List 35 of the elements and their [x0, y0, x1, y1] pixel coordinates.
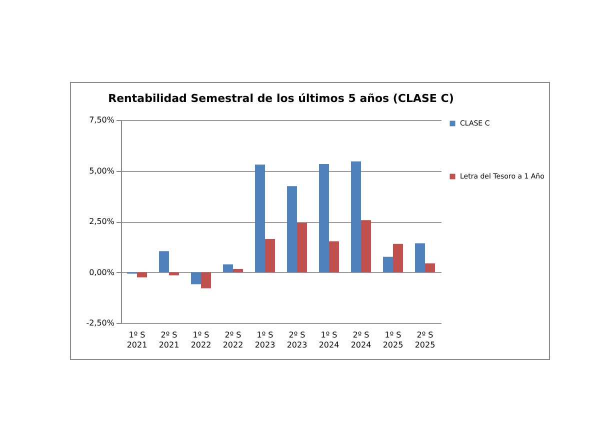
y-tick-label: 7,50% [89, 116, 115, 124]
bar [255, 164, 265, 272]
x-tick-label: 2º S 2022 [222, 330, 244, 350]
bar [159, 251, 169, 272]
x-tick-label: 1º S 2023 [254, 330, 276, 350]
bar [329, 241, 339, 272]
chart-title: Rentabilidad Semestral de los últimos 5 años (CLASE C) [108, 92, 454, 105]
bar [233, 269, 243, 272]
bar [351, 161, 361, 272]
x-tick-label: 1º S 2021 [126, 330, 148, 350]
x-tick-label: 1º S 2022 [190, 330, 212, 350]
x-tick-label: 2º S 2025 [414, 330, 436, 350]
y-tick-label: 0,00% [89, 268, 115, 277]
y-tick-label: -2,50% [86, 318, 115, 328]
x-tick-label: 2º S 2024 [350, 330, 372, 350]
x-tick-label: 1º S 2025 [382, 330, 404, 350]
y-tick-label: 5,00% [89, 166, 115, 176]
x-tick-label: 2º S 2021 [158, 330, 180, 350]
y-tick-label: 2,50% [89, 217, 115, 226]
bar [223, 264, 233, 272]
bar [287, 186, 297, 272]
bar [383, 256, 393, 272]
x-tick-label: 1º S 2024 [318, 330, 340, 350]
bar [191, 272, 201, 284]
bar [393, 244, 403, 272]
bar [169, 272, 179, 276]
bar [137, 272, 147, 278]
x-tick-label: 2º S 2023 [286, 330, 308, 350]
bar [265, 238, 275, 272]
bar [201, 272, 211, 288]
bar [297, 222, 307, 272]
bar [319, 164, 329, 272]
bar [425, 263, 435, 272]
bar [415, 243, 425, 272]
bar [361, 220, 371, 272]
